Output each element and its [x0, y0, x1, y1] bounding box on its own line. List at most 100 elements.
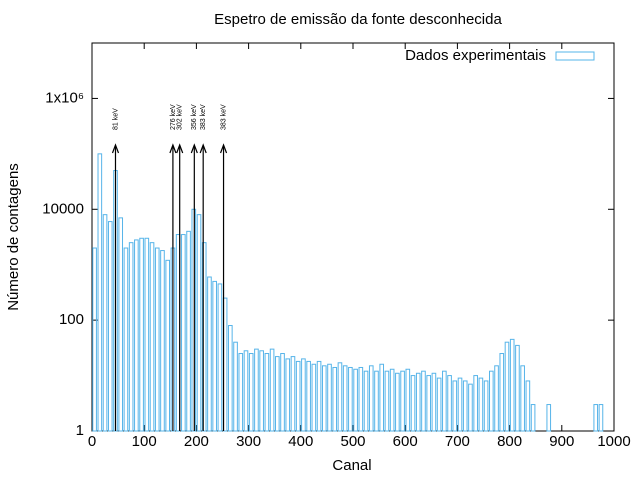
- x-tick-label: 200: [184, 433, 209, 450]
- x-tick-label: 700: [445, 433, 470, 450]
- arrow-head: [111, 143, 120, 154]
- bar: [118, 217, 124, 432]
- bar: [243, 350, 249, 432]
- bar: [358, 366, 364, 432]
- bar: [139, 237, 144, 432]
- bar: [275, 356, 280, 432]
- bar: [436, 377, 442, 432]
- chart-title: Espetro de emissão da fonte desconhecida: [214, 11, 502, 28]
- bar: [489, 370, 494, 432]
- bar: [342, 365, 348, 432]
- bar: [348, 366, 353, 432]
- bar: [207, 276, 212, 432]
- bar: [264, 353, 270, 432]
- x-tick-label: 900: [549, 433, 574, 450]
- bar: [515, 344, 520, 432]
- bar: [248, 353, 254, 432]
- x-tick-label: 800: [497, 433, 522, 450]
- bar: [530, 404, 536, 432]
- bar: [426, 375, 432, 432]
- bar: [295, 360, 301, 432]
- bar: [462, 380, 468, 432]
- bar: [442, 370, 447, 432]
- bar: [186, 230, 191, 432]
- bar: [415, 372, 421, 432]
- bar: [337, 362, 343, 432]
- annotation-label: 81 keV: [112, 108, 119, 130]
- bar: [128, 242, 134, 432]
- bar: [154, 247, 160, 432]
- x-tick-label: 1000: [597, 433, 630, 450]
- bar: [504, 341, 510, 432]
- bar: [374, 370, 379, 432]
- bar: [217, 283, 223, 432]
- bar: [546, 404, 552, 432]
- y-tick-label: 1x10⁶: [45, 89, 84, 106]
- bar: [97, 153, 103, 432]
- bar: [238, 353, 244, 432]
- bar: [321, 365, 327, 432]
- bar: [494, 365, 499, 432]
- annotation-label: 356 keV: [191, 104, 198, 130]
- bar: [123, 247, 129, 432]
- y-axis-label: Número de contagens: [5, 163, 22, 311]
- x-tick-label: 0: [88, 433, 96, 450]
- bar: [447, 375, 452, 432]
- annotation-label: 276 keV: [170, 104, 177, 130]
- bar: [269, 348, 275, 432]
- y-tick-label: 1: [76, 422, 84, 439]
- x-tick-label: 100: [132, 433, 157, 450]
- bar: [144, 237, 150, 432]
- arrow-head: [190, 143, 198, 154]
- bar: [212, 280, 217, 432]
- bar: [384, 370, 390, 432]
- bar: [134, 239, 139, 432]
- bar: [509, 338, 515, 432]
- bar: [92, 247, 97, 432]
- bar: [196, 214, 202, 432]
- arrow-head: [169, 143, 177, 154]
- bar: [452, 380, 458, 432]
- annotation-label: 383 keV: [220, 104, 227, 130]
- bar: [499, 353, 505, 432]
- x-tick-label: 400: [288, 433, 313, 450]
- bar: [285, 358, 291, 432]
- bar: [316, 360, 322, 432]
- annotation-label: 302 keV: [177, 104, 184, 130]
- bar: [483, 380, 489, 432]
- bar: [525, 380, 531, 432]
- bar: [431, 372, 437, 432]
- bar: [107, 221, 113, 432]
- bar: [368, 365, 374, 432]
- bar: [254, 348, 259, 432]
- bar: [421, 370, 426, 432]
- bar: [228, 325, 233, 432]
- bar: [468, 383, 473, 432]
- bar: [160, 250, 165, 432]
- bar: [363, 370, 369, 432]
- legend-swatch: [555, 51, 595, 61]
- plot-frame: [91, 42, 615, 432]
- y-tick-label: 100: [59, 311, 84, 328]
- bar: [327, 363, 332, 432]
- bar: [457, 377, 463, 432]
- arrow-head: [219, 143, 228, 154]
- bar: [598, 404, 604, 432]
- bar: [405, 368, 411, 432]
- bar: [301, 358, 306, 432]
- bar: [379, 363, 385, 432]
- annotation-label: 383 keV: [200, 104, 207, 130]
- bar: [311, 363, 317, 432]
- bar: [201, 242, 207, 432]
- bar: [593, 404, 599, 432]
- bar: [395, 372, 400, 432]
- x-axis-label: Canal: [332, 457, 371, 474]
- bar: [102, 214, 108, 432]
- bar: [353, 368, 358, 432]
- bar: [149, 242, 155, 432]
- legend-label: Dados experimentais: [405, 47, 546, 64]
- arrow-head: [199, 143, 207, 154]
- bar: [389, 368, 395, 432]
- bar: [473, 375, 478, 432]
